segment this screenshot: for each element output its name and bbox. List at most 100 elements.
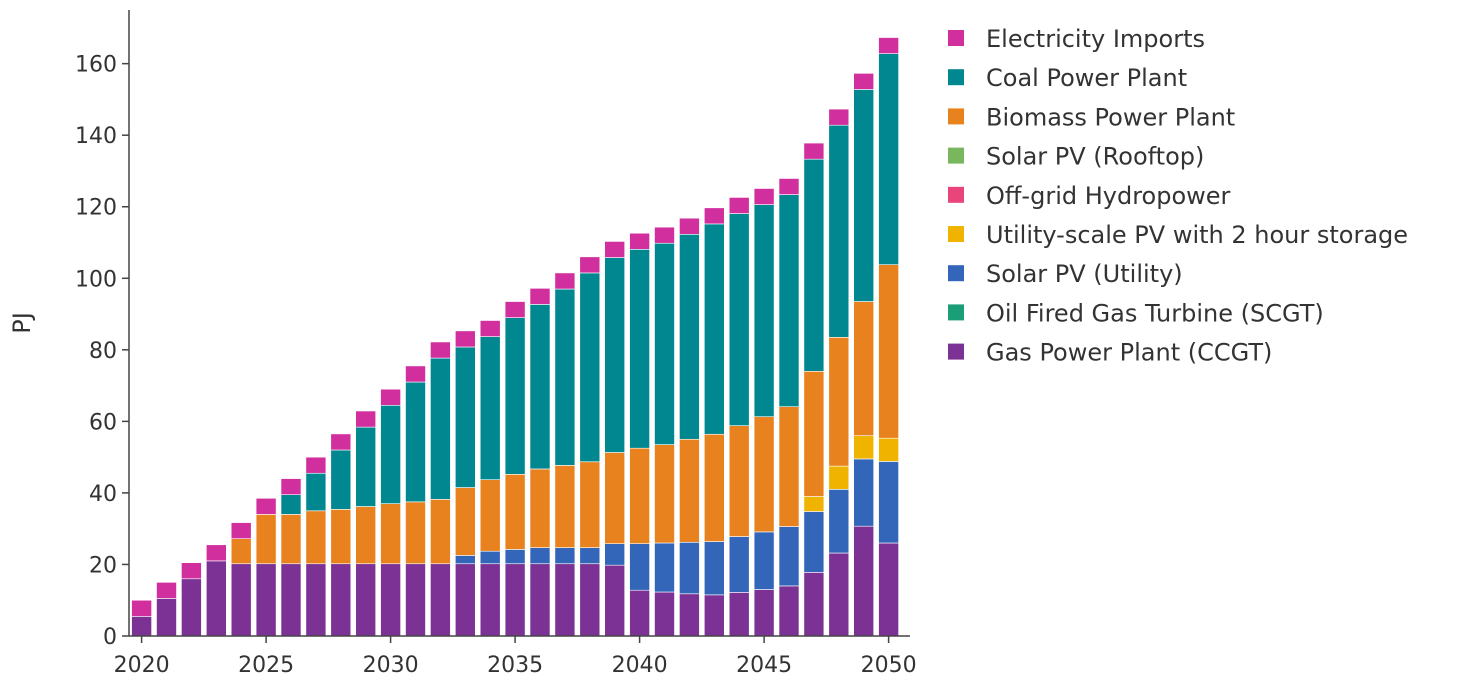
bar-electricity-imports-2025	[255, 497, 277, 515]
bar-biomass-power-plant-2047	[803, 370, 825, 497]
legend-swatch	[948, 147, 964, 164]
bar-electricity-imports-2029	[355, 410, 377, 428]
bar-coal-power-plant-2045	[753, 204, 775, 418]
legend-label: Gas Power Plant (CCGT)	[986, 339, 1272, 367]
bar-gas-power-plant-ccgt-2035	[504, 563, 526, 637]
bar-solar-pv-utility-2043	[703, 541, 725, 596]
legend-swatch	[948, 343, 964, 360]
bar-biomass-power-plant-2026	[280, 514, 302, 565]
bar-biomass-power-plant-2049	[853, 301, 875, 436]
bar-solar-pv-utility-2036	[529, 547, 551, 565]
x-axis-ticks: 2020 2025 2030 2035 2040 2045 2050	[114, 636, 917, 678]
bar-electricity-imports-2043	[703, 207, 725, 225]
bar-electricity-imports-2039	[604, 241, 626, 258]
legend-swatch	[948, 304, 964, 321]
bar-electricity-imports-2041	[654, 226, 675, 244]
legend-label: Oil Fired Gas Turbine (SCGT)	[986, 299, 1324, 327]
legend-swatch	[948, 30, 964, 46]
legend-label: Biomass Power Plant	[986, 103, 1235, 131]
x-tick-label: 2035	[487, 653, 543, 678]
bar-biomass-power-plant-2034	[479, 479, 501, 552]
bar-coal-power-plant-2036	[529, 304, 551, 470]
bar-gas-power-plant-ccgt-2048	[828, 552, 850, 637]
bar-coal-power-plant-2040	[629, 249, 650, 449]
bar-gas-power-plant-ccgt-2033	[454, 563, 476, 637]
bar-biomass-power-plant-2028	[330, 509, 352, 565]
bar-coal-power-plant-2031	[405, 381, 426, 503]
bar-biomass-power-plant-2024	[230, 538, 252, 565]
bar-electricity-imports-2034	[479, 320, 501, 337]
bar-electricity-imports-2038	[579, 256, 601, 274]
bar-gas-power-plant-ccgt-2043	[703, 594, 725, 637]
legend-item-solar-pv-utility: Solar PV (Utility)	[948, 260, 1183, 288]
bar-coal-power-plant-2039	[604, 257, 626, 453]
bar-coal-power-plant-2034	[479, 336, 501, 480]
bar-utility-scale-pv-with-2-hour-storage-2050	[878, 437, 899, 462]
y-tick-label: 0	[103, 625, 117, 650]
bar-gas-power-plant-ccgt-2037	[554, 563, 576, 637]
bar-coal-power-plant-2042	[679, 233, 700, 440]
bar-electricity-imports-2031	[405, 365, 426, 383]
bar-biomass-power-plant-2041	[654, 444, 675, 544]
bar-biomass-power-plant-2027	[305, 510, 327, 565]
legend-item-oil-fired-gas-turbine-scgt: Oil Fired Gas Turbine (SCGT)	[948, 299, 1324, 327]
bar-gas-power-plant-ccgt-2038	[579, 563, 601, 637]
bar-gas-power-plant-ccgt-2050	[878, 542, 899, 637]
bar-gas-power-plant-ccgt-2027	[305, 563, 327, 637]
bar-gas-power-plant-ccgt-2046	[778, 585, 800, 637]
bar-electricity-imports-2040	[629, 232, 650, 250]
bar-electricity-imports-2044	[728, 197, 750, 214]
bar-biomass-power-plant-2045	[753, 416, 775, 533]
bar-electricity-imports-2033	[454, 330, 476, 348]
bar-gas-power-plant-ccgt-2042	[679, 593, 700, 637]
bar-solar-pv-utility-2045	[753, 531, 775, 590]
bar-gas-power-plant-ccgt-2049	[853, 525, 875, 637]
x-tick-label: 2020	[114, 653, 170, 678]
bar-solar-pv-utility-2039	[604, 543, 626, 566]
bar-utility-scale-pv-with-2-hour-storage-2049	[853, 435, 875, 460]
legend-label: Utility-scale PV with 2 hour storage	[986, 221, 1408, 249]
bar-gas-power-plant-ccgt-2026	[280, 563, 302, 637]
bar-coal-power-plant-2044	[728, 213, 750, 426]
bar-electricity-imports-2049	[853, 73, 875, 90]
bar-gas-power-plant-ccgt-2022	[181, 578, 202, 637]
bar-electricity-imports-2050	[878, 37, 899, 54]
bar-biomass-power-plant-2030	[380, 503, 401, 565]
bar-electricity-imports-2037	[554, 272, 576, 290]
bar-electricity-imports-2020	[131, 599, 152, 617]
bar-biomass-power-plant-2039	[604, 452, 626, 545]
bar-biomass-power-plant-2046	[778, 406, 800, 527]
bar-gas-power-plant-ccgt-2034	[479, 563, 501, 637]
bar-electricity-imports-2030	[380, 388, 401, 406]
y-tick-label: 160	[75, 53, 117, 78]
bar-gas-power-plant-ccgt-2045	[753, 589, 775, 637]
bar-coal-power-plant-2032	[430, 357, 451, 500]
bar-gas-power-plant-ccgt-2032	[430, 563, 451, 637]
bar-biomass-power-plant-2044	[728, 425, 750, 537]
bar-biomass-power-plant-2037	[554, 465, 576, 548]
bar-solar-pv-utility-2035	[504, 549, 526, 565]
bar-utility-scale-pv-with-2-hour-storage-2048	[828, 465, 850, 490]
bar-coal-power-plant-2027	[305, 472, 327, 512]
bar-biomass-power-plant-2040	[629, 447, 650, 545]
legend-item-coal-power-plant: Coal Power Plant	[948, 64, 1187, 92]
bar-gas-power-plant-ccgt-2040	[629, 589, 650, 637]
legend-label: Electricity Imports	[986, 25, 1205, 53]
bar-coal-power-plant-2043	[703, 223, 725, 435]
bar-solar-pv-utility-2034	[479, 550, 501, 565]
bar-electricity-imports-2024	[230, 522, 252, 539]
bar-solar-pv-utility-2038	[579, 547, 601, 565]
x-tick-label: 2030	[363, 653, 419, 678]
bar-coal-power-plant-2026	[280, 494, 302, 515]
y-tick-label: 80	[89, 339, 117, 364]
y-axis-ticks: 0 20 40 60 80 100 120 140 160	[75, 53, 129, 650]
bars-layer	[131, 37, 899, 637]
bar-coal-power-plant-2046	[778, 194, 800, 407]
y-tick-label: 60	[89, 410, 117, 435]
bar-gas-power-plant-ccgt-2047	[803, 572, 825, 637]
bar-solar-pv-utility-2033	[454, 555, 476, 565]
x-tick-label: 2025	[238, 653, 294, 678]
legend-label: Coal Power Plant	[986, 64, 1187, 92]
bar-coal-power-plant-2028	[330, 449, 352, 510]
